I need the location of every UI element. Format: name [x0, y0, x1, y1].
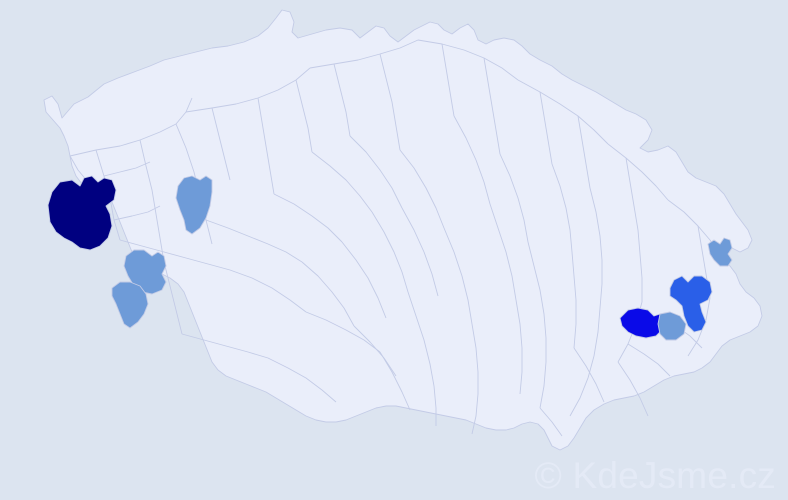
- district-west-navy-large[interactable]: [47, 175, 117, 251]
- highlighted-districts-layer[interactable]: [47, 175, 733, 341]
- district-west-mid-lower-b[interactable]: [111, 281, 149, 329]
- district-boundaries: [69, 39, 721, 437]
- district-east-notch-small[interactable]: [707, 237, 733, 267]
- district-east-royal-large[interactable]: [669, 275, 713, 333]
- district-west-mid-lower-a[interactable]: [123, 249, 167, 295]
- watermark: © KdeJsme.cz: [534, 455, 776, 496]
- district-east-mid-small[interactable]: [657, 311, 687, 341]
- country-outline: [43, 9, 763, 451]
- district-west-mid-upper[interactable]: [175, 175, 213, 235]
- district-base-layer: [43, 9, 763, 451]
